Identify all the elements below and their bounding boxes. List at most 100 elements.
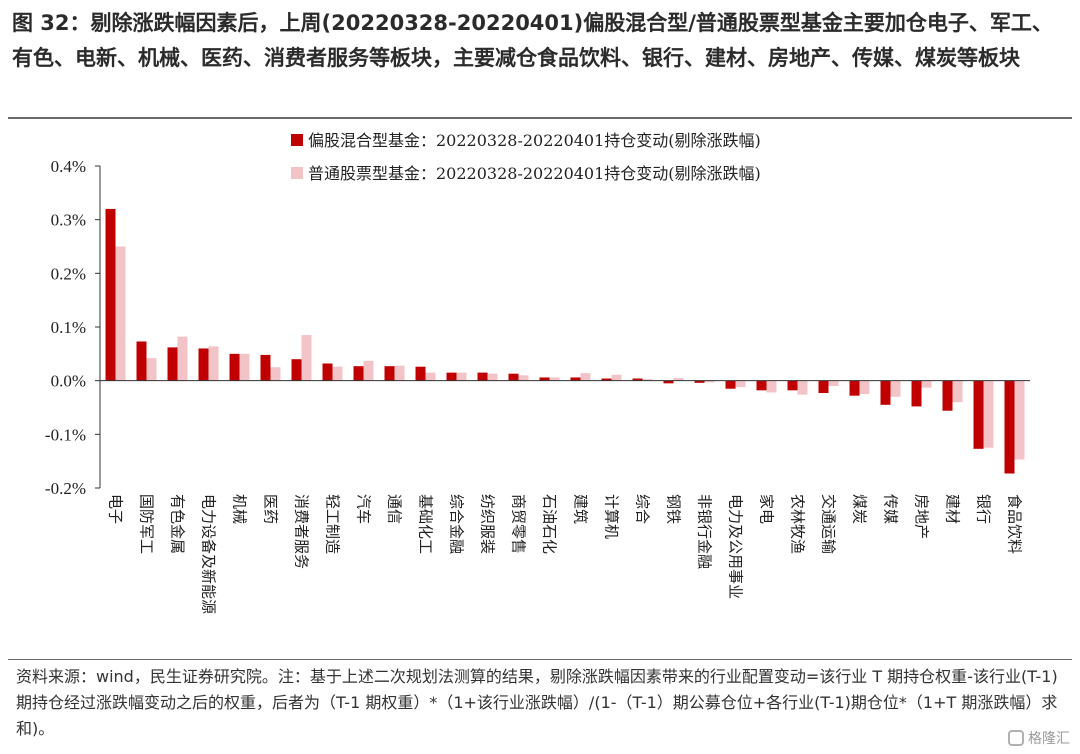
chart-legend: 偏股混合型基金：20220328-20220401持仓变动(剔除涨跌幅) 普通股票… [291,131,761,183]
x-category-label: 医药 [262,494,280,524]
bar-stock-fund [704,380,715,383]
x-category-label: 电力及公用事业 [727,494,745,599]
x-category-label: 石油石化 [541,494,559,554]
bar-mixed-fund [167,347,178,381]
x-category-label: 汽车 [355,494,373,524]
watermark-logo-icon [1008,730,1024,746]
x-category-label: 基础化工 [417,494,435,554]
bar-stock-fund [394,365,405,381]
bar-stock-fund [828,380,839,387]
bar-mixed-fund [260,354,271,381]
y-tick-label: 0.4% [51,157,86,176]
y-tick-label: 0.3% [51,211,86,230]
bar-series [105,208,1025,474]
bar-stock-fund [239,353,250,381]
bar-stock-fund [580,373,591,381]
bar-mixed-fund [198,348,209,381]
x-category-label: 轻工制造 [324,494,342,554]
bar-mixed-fund [136,341,147,381]
bar-mixed-fund [291,359,302,381]
bar-mixed-fund [384,366,395,381]
bar-stock-fund [983,380,994,448]
bar-mixed-fund [632,378,643,381]
x-category-label: 非银行金融 [696,494,714,569]
bar-stock-fund [270,367,281,381]
bar-stock-fund [673,377,684,381]
bar-mixed-fund [725,380,736,389]
bar-stock-fund [456,372,467,381]
bar-mixed-fund [415,366,426,381]
bar-mixed-fund [973,380,984,449]
legend-swatch [291,134,303,146]
bar-mixed-fund [508,373,519,381]
bar-stock-fund [363,360,374,381]
x-category-label: 机械 [231,494,249,524]
bar-mixed-fund [942,380,953,411]
x-category-label: 电力设备及新能源 [200,494,218,614]
legend-swatch [291,167,303,179]
bar-mixed-fund [539,377,550,381]
x-axis: 电子 国防军工 有色金属 电力设备及新能源 机械 医药 消费者服务 轻工制造 汽车 通信 基础化工综… [100,380,1030,614]
bar-mixed-fund [229,353,240,381]
bar-mixed-fund [353,366,364,381]
x-category-label: 房地产 [913,494,931,539]
bar-stock-fund [921,380,932,388]
y-axis: 0.4% 0.3% 0.2% 0.1% 0.0% -0.1% -0.2% [45,157,101,498]
x-category-label: 综合 [634,494,652,524]
bar-mixed-fund [477,372,488,381]
bar-stock-fund [642,379,653,381]
bar-mixed-fund [849,380,860,396]
bar-stock-fund [1014,380,1025,460]
bar-mixed-fund [911,380,922,407]
x-category-label: 银行 [975,494,993,524]
x-category-label: 家电 [758,494,776,524]
x-category-label: 商贸零售 [510,494,528,554]
top-rule [8,117,1072,119]
bar-mixed-fund [446,372,457,381]
bar-stock-fund [518,375,529,381]
bar-stock-fund [208,346,219,381]
bar-stock-fund [549,377,560,381]
bar-stock-fund [301,335,312,381]
legend-label: 偏股混合型基金：20220328-20220401持仓变动(剔除涨跌幅) [308,131,761,150]
x-category-label: 计算机 [603,494,621,539]
bar-mixed-fund [818,380,829,394]
y-tick-label: 0.2% [51,264,86,283]
bar-mixed-fund [601,378,612,381]
bar-mixed-fund [880,380,891,405]
x-category-label: 煤炭 [851,494,869,524]
bar-mixed-fund [322,363,333,381]
watermark: 格隆汇 [1008,728,1070,748]
x-category-label: 钢铁 [665,494,683,524]
bar-mixed-fund [694,380,705,383]
bar-stock-fund [859,380,870,395]
bar-stock-fund [332,366,343,381]
bar-stock-fund [177,336,188,381]
x-category-label: 国防军工 [138,494,156,554]
bar-stock-fund [952,380,963,403]
bar-stock-fund [146,358,157,381]
bar-mixed-fund [756,380,767,391]
legend-label: 普通股票型基金：20220328-20220401持仓变动(剔除涨跌幅) [308,164,761,183]
bar-stock-fund [487,373,498,381]
x-category-label: 食品饮料 [1006,494,1024,554]
bar-stock-fund [766,380,777,393]
x-category-label: 建筑 [572,494,590,524]
x-category-label: 交通运输 [820,494,838,554]
y-tick-label: 0.1% [51,318,86,337]
bar-stock-fund [735,380,746,388]
bar-stock-fund [425,372,436,381]
y-tick-label: -0.2% [45,479,86,498]
watermark-text: 格隆汇 [1028,731,1070,747]
x-category-label: 消费者服务 [293,494,311,569]
x-category-label: 建材 [944,494,962,524]
x-category-label: 通信 [386,494,404,524]
source-note: 资料来源：wind，民生证券研究院。注：基于上述二次规划法测算的结果，剔除涨跌幅… [16,667,1058,738]
bar-mixed-fund [570,377,581,381]
bar-stock-fund [797,380,808,395]
bar-chart: 偏股混合型基金：20220328-20220401持仓变动(剔除涨跌幅) 普通股票… [45,131,1030,614]
bar-mixed-fund [1004,380,1015,474]
bar-stock-fund [890,380,901,397]
bar-mixed-fund [105,208,116,381]
x-category-label: 电子 [107,494,125,524]
